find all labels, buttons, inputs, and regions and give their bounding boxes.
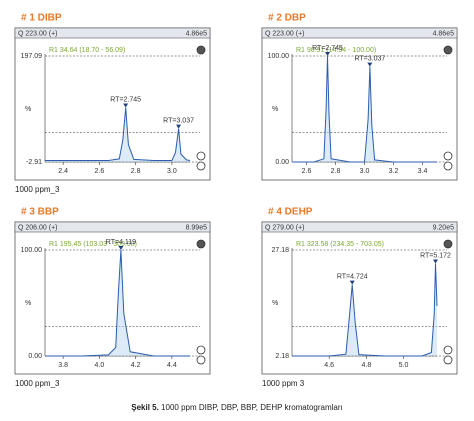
y-axis-label: % [272,106,278,113]
x-tick-label: 3.0 [167,168,177,175]
range-label: R1 323.58 (234.35 - 703.05) [296,241,384,248]
panel-title: # 4 DEHP [268,207,313,218]
peak-marker [118,246,124,250]
tool-button [443,239,453,249]
x-tick-label: 4.8 [361,362,371,369]
y-tick-label: 27.18 [271,247,289,254]
x-tick-label: 4.0 [95,362,105,369]
panel-title: # 1 DIBP [21,13,62,24]
tool-button [196,161,206,171]
info-right: 8.99e5 [186,224,208,231]
figure-caption: Şekil 5. 1000 ppm DIBP, DBP, BBP, DEHP k… [131,403,343,412]
caption-text: 1000 ppm DIBP, DBP, BBP, DEHP kromatogra… [161,403,343,412]
tool-button [443,345,453,355]
trace-fill [45,250,190,356]
y-tick-label: 197.09 [21,53,43,60]
panel-frame [261,221,458,375]
tool-button [443,45,453,55]
tool-button [443,355,453,365]
info-left: Q 206.00 (+) [18,224,58,231]
range-label: R1 195.45 (103.03 - 309.08) [49,241,137,248]
x-tick-label: 2.6 [95,168,105,175]
y-axis-label: % [272,300,278,307]
panel-header [261,27,458,39]
peak-label: RT=2.745 [312,45,343,52]
trace-fill [45,107,190,162]
trace-fill [292,56,437,162]
panel-header [261,221,458,233]
panel-header [14,221,211,233]
trace [45,107,191,161]
panel-frame [261,27,458,181]
peak-label: RT=3.037 [163,118,194,125]
x-tick-label: 4.4 [167,362,177,369]
trace [292,55,437,163]
peak-marker [325,52,331,56]
panel-frame [14,221,211,375]
peak-marker [349,280,355,285]
peak-label: RT=3.037 [354,55,385,62]
x-tick-label: 3.0 [360,168,370,175]
peak-marker [123,103,129,108]
panel-title: # 2 DBP [268,13,306,24]
panel-header [14,27,211,39]
peak-label: RT=4.724 [337,274,368,281]
tool-button [443,151,453,161]
x-tick-label: 3.2 [389,168,399,175]
peak-marker [433,259,439,264]
y-tick-label: 0.00 [28,353,42,360]
tool-button [196,239,206,249]
panel-caption: 1000 ppm_3 [15,379,60,388]
peak-label: RT=5.172 [420,252,451,259]
peak-marker [176,124,182,129]
y-tick-label: 0.00 [275,159,289,166]
x-tick-label: 2.8 [131,168,141,175]
tool-button [196,345,206,355]
peak-label: RT=4.119 [106,239,136,246]
x-tick-label: 5.0 [399,362,409,369]
y-tick-label: -2.91 [26,159,42,166]
range-label: R1 90.91 (14.94 - 100.00) [296,47,376,54]
panel-title: # 3 BBP [21,207,59,218]
peak-label: RT=2.745 [110,96,141,103]
x-tick-label: 3.4 [418,168,428,175]
x-tick-label: 3.8 [58,362,68,369]
panel-caption: 1000 ppm 3 [262,379,305,388]
trace [45,249,190,357]
y-tick-label: 100.00 [21,247,43,254]
info-left: Q 223.00 (+) [18,30,58,37]
y-tick-label: 2.18 [275,353,289,360]
tool-button [196,355,206,365]
info-left: Q 223.00 (+) [265,30,305,37]
tool-button [443,161,453,171]
tool-button [196,151,206,161]
tool-button [196,45,206,55]
x-tick-label: 4.2 [131,362,141,369]
peak-marker [367,62,373,67]
trace [292,263,438,357]
info-right: 4.86e5 [186,30,208,37]
y-tick-label: 100.00 [268,53,290,60]
y-axis-label: % [25,300,31,307]
range-label: R1 34.64 (18.70 - 56.09) [49,47,125,54]
x-tick-label: 2.8 [331,168,341,175]
x-tick-label: 2.6 [302,168,312,175]
info-right: 4.86e5 [433,30,455,37]
x-tick-label: 2.4 [58,168,68,175]
caption-label: Şekil 5. [131,403,159,412]
panel-caption: 1000 ppm_3 [15,185,60,194]
y-axis-label: % [25,106,31,113]
info-right: 9.20e5 [433,224,455,231]
x-tick-label: 4.6 [324,362,334,369]
info-left: Q 279.00 (+) [265,224,305,231]
